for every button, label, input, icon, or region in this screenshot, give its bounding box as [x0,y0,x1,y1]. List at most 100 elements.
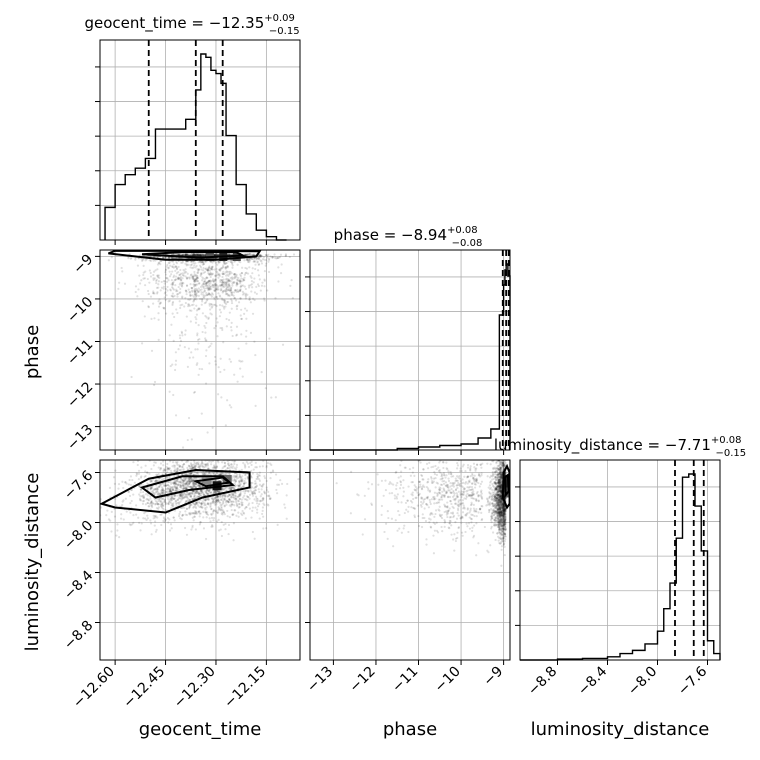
scatter-point [171,505,175,508]
scatter-point [217,509,220,512]
scatter-point [196,471,199,474]
scatter-point [455,479,458,482]
scatter-point [223,272,226,275]
scatter-point [152,514,155,517]
scatter-point [222,272,225,276]
scatter-point [139,488,143,491]
histogram-step [104,53,287,241]
scatter-point [204,503,207,507]
scatter-point [244,253,248,257]
scatter-point [176,253,180,256]
scatter-point [162,507,165,511]
scatter-point [167,300,170,303]
scatter-point [219,528,222,531]
scatter-point [170,496,173,499]
scatter-point [150,349,154,352]
scatter-point [205,473,208,476]
scatter-point [194,482,197,486]
scatter-point [214,274,217,277]
scatter-point [148,505,151,508]
scatter-point [226,283,229,286]
scatter-point [228,273,231,276]
scatter-point [152,292,155,295]
scatter-point [169,488,172,491]
scatter-point [187,288,190,291]
scatter-point [199,254,202,257]
scatter-point [216,498,219,501]
scatter-point [172,256,176,260]
scatter-point [225,281,228,284]
scatter-point [501,509,504,513]
scatter-point [204,508,207,511]
scatter-point [243,278,246,282]
scatter-point [236,505,239,508]
scatter-point [229,360,233,363]
scatter-point [171,302,174,305]
scatter-point [261,465,264,468]
scatter-point [171,504,174,507]
scatter-point [190,276,193,279]
scatter-point [218,508,221,511]
scatter-point [191,485,195,489]
scatter-point [263,503,266,507]
scatter-point [246,489,249,492]
scatter-point [207,513,210,516]
scatter-point [181,272,184,275]
scatter-point [168,275,172,278]
scatter-point [193,505,196,508]
scatter-point [147,292,150,296]
scatter-point [189,294,192,297]
scatter-point [187,478,190,481]
scatter-point [164,481,167,484]
scatter-point [222,501,225,504]
scatter-point [255,285,258,288]
scatter-point [100,506,103,509]
scatter-point [182,467,185,471]
scatter-point [170,323,173,326]
density-contour [139,475,236,499]
scatter-point [161,487,164,490]
scatter-point [242,482,246,485]
scatter-point [224,464,227,467]
scatter-point [428,490,431,493]
scatter-point [185,507,188,510]
scatter-point [191,275,195,278]
scatter-point [238,506,241,509]
scatter-point [500,480,503,483]
scatter-point [219,311,223,314]
scatter-point [273,253,276,256]
scatter-point [230,492,233,495]
scatter-point [211,284,215,287]
scatter-point [228,464,231,467]
scatter-point [250,476,253,479]
scatter-point [292,253,296,256]
scatter-point [207,266,211,269]
scatter-point [446,496,450,499]
scatter-point [190,503,193,507]
scatter-point [237,515,240,518]
scatter-point [244,287,247,291]
scatter-point [230,321,233,324]
scatter-point [215,253,218,256]
scatter-point [160,503,163,506]
scatter-point [201,312,204,315]
scatter-point [167,484,170,487]
scatter-point [193,465,196,468]
scatter-point [177,501,180,504]
scatter-point [248,296,251,299]
scatter-point [182,480,185,483]
scatter-point [244,294,247,297]
scatter-point [234,475,237,478]
scatter-point [217,232,219,234]
scatter-point [183,253,187,256]
scatter-point [191,524,194,527]
scatter-point [227,253,230,256]
scatter-point [184,253,187,257]
scatter-point [157,492,160,495]
scatter-point [207,472,211,475]
scatter-point [192,295,196,298]
scatter-point [164,268,168,271]
scatter-point [172,281,175,284]
scatter-point [209,279,212,282]
scatter-point [486,498,489,501]
